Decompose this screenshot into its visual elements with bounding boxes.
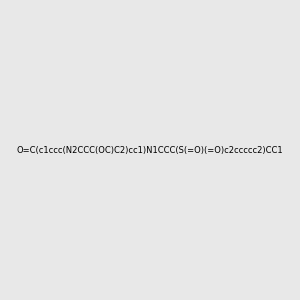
Text: O=C(c1ccc(N2CCC(OC)C2)cc1)N1CCC(S(=O)(=O)c2ccccc2)CC1: O=C(c1ccc(N2CCC(OC)C2)cc1)N1CCC(S(=O)(=O…	[17, 146, 283, 154]
